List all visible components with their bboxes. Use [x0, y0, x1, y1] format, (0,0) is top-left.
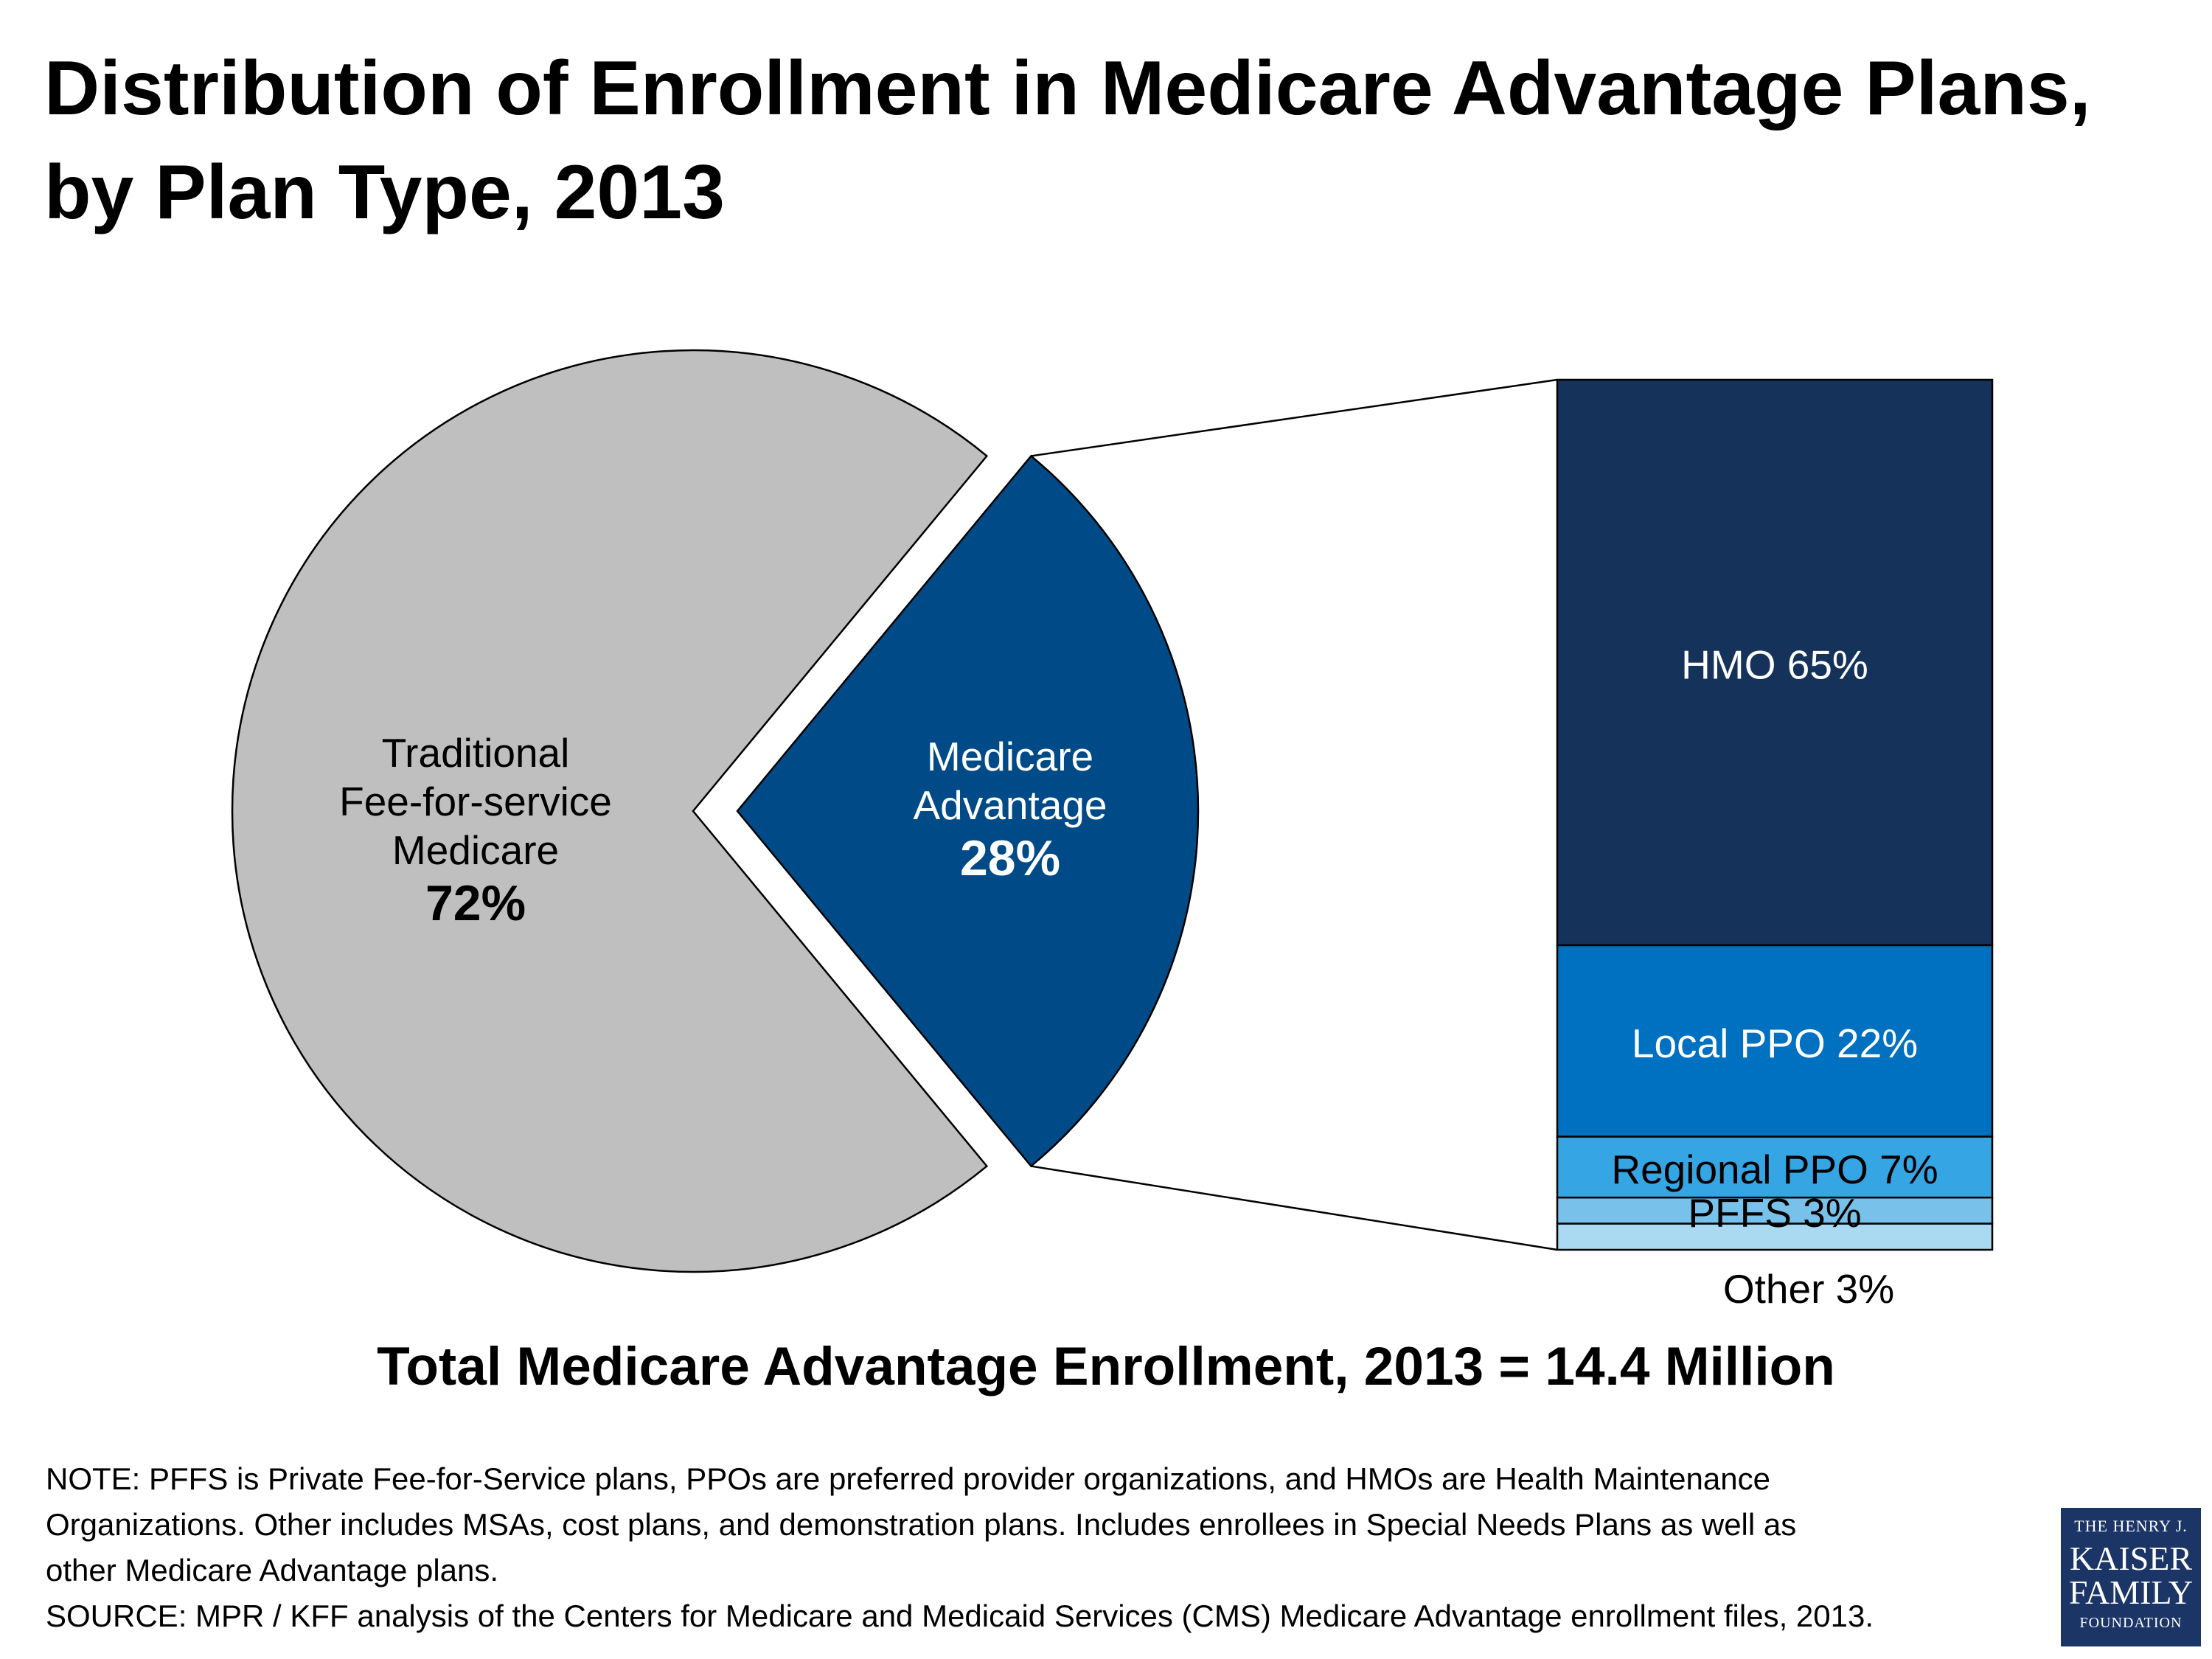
- connector-line-top: [1031, 378, 1558, 457]
- kff-logo: THE HENRY J. KAISER FAMILY FOUNDATION: [2061, 1508, 2201, 1646]
- note-line: other Medicare Advantage plans.: [46, 1553, 499, 1588]
- bar-segment: [1556, 1222, 1994, 1251]
- pie-chart: Traditional Fee-for-service Medicare 72% Med…: [231, 349, 1200, 1273]
- logo-line-2: KAISER: [2069, 1540, 2193, 1577]
- logo-line-1: THE HENRY J.: [2074, 1517, 2188, 1535]
- bar-segment-label: PFFS 3%: [1688, 1190, 1861, 1236]
- bar-segment-label: Local PPO 22%: [1632, 1020, 1918, 1066]
- bar-segment-label: Other 3%: [1723, 1266, 1894, 1312]
- note-line: Organizations. Other includes MSAs, cost…: [46, 1507, 1797, 1543]
- bar-segment-label: HMO 65%: [1681, 642, 1868, 688]
- chart-title-line-1: Distribution of Enrollment in Medicare A…: [44, 46, 2091, 131]
- logo-line-3: FAMILY: [2068, 1573, 2194, 1611]
- total-enrollment-label: Total Medicare Advantage Enrollment, 201…: [377, 1337, 1835, 1397]
- connector-lines: [1031, 378, 1558, 1251]
- bar-segment: [1556, 944, 1994, 1138]
- pie-label-traditional-ffs: Traditional Fee-for-service Medicare 72%: [339, 730, 612, 931]
- connector-line-bottom: [1031, 1165, 1558, 1251]
- chart-title: Distribution of Enrollment in Medicare A…: [44, 37, 2168, 246]
- pie-label-medicare-advantage: Medicare Advantage 28%: [914, 734, 1107, 886]
- chart-title-line-2: by Plan Type, 2013: [44, 150, 725, 236]
- logo-line-4: FOUNDATION: [2079, 1615, 2183, 1631]
- stacked-bar-chart: HMO 65% Local PPO 22% Regional PPO 7%PFFS …: [1556, 378, 1994, 1312]
- bar-segment: [1556, 1196, 1994, 1225]
- pie-slice-medicare-advantage: [736, 454, 1200, 1168]
- source-line: SOURCE: MPR / KFF analysis of the Center…: [46, 1599, 1874, 1634]
- bar-segment-label: Regional PPO 7%: [1611, 1147, 1938, 1192]
- footnotes: NOTE: PFFS is Private Fee-for-Service pl…: [46, 1456, 2066, 1640]
- bar-segment: [1556, 1135, 1994, 1199]
- note-line: NOTE: PFFS is Private Fee-for-Service pl…: [46, 1461, 1770, 1496]
- pie-slice-traditional-ffs: [231, 349, 989, 1273]
